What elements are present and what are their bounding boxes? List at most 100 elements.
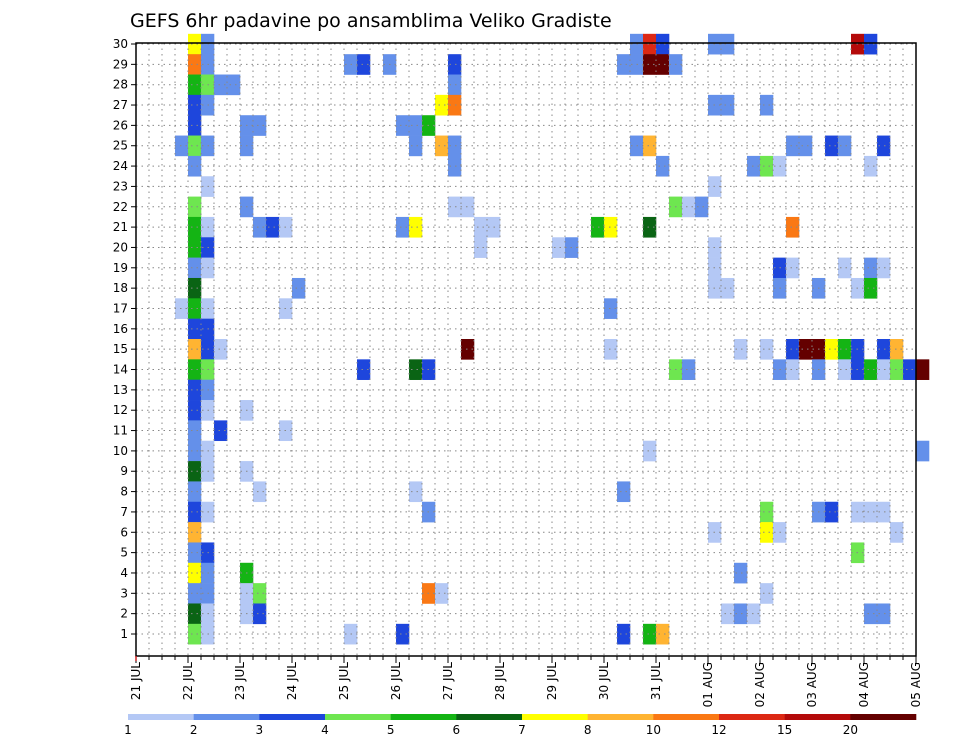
- heatmap-cell: [864, 603, 878, 625]
- x-tick-label: 25 JUL: [337, 662, 351, 700]
- heatmap-cell: [643, 216, 657, 238]
- heatmap-cell: [253, 216, 267, 238]
- y-tick-label: 6: [120, 525, 128, 539]
- colorbar-swatch: [390, 714, 457, 720]
- heatmap-cell: [396, 216, 410, 238]
- y-tick-label: 17: [113, 301, 128, 315]
- heatmap-cell: [435, 135, 449, 157]
- heatmap-cell: [188, 379, 202, 401]
- x-tick-label: 22 JUL: [181, 662, 195, 700]
- heatmap-cell: [877, 359, 891, 380]
- heatmap-cell: [734, 603, 748, 625]
- x-tick-label: 21 JUL: [129, 662, 143, 700]
- y-tick-label: 8: [120, 485, 128, 499]
- heatmap-cell: [461, 196, 475, 218]
- heatmap-cell: [188, 461, 202, 482]
- heatmap-cell: [656, 623, 670, 645]
- heatmap-cell: [227, 74, 241, 96]
- heatmap-cell: [864, 277, 878, 299]
- heatmap-cell: [760, 501, 774, 523]
- heatmap-cell: [825, 501, 839, 523]
- heatmap-cell: [435, 583, 449, 604]
- heatmap-cell: [357, 359, 371, 380]
- heatmap-cell: [357, 54, 371, 75]
- heatmap-cell: [721, 94, 735, 116]
- colorbar-swatch: [522, 714, 588, 720]
- y-axis: 1234567891011121314151617181920212223242…: [113, 37, 136, 641]
- heatmap-cell: [188, 33, 202, 55]
- y-tick-label: 25: [113, 139, 128, 153]
- heatmap-cell: [214, 339, 228, 360]
- heatmap-cell: [409, 481, 423, 503]
- y-tick-label: 3: [120, 586, 128, 600]
- heatmap-cell: [188, 420, 202, 442]
- heatmap-cell: [760, 583, 774, 604]
- heatmap-cell: [838, 339, 852, 360]
- heatmap-cell: [760, 522, 774, 543]
- heatmap-cell: [864, 257, 878, 279]
- heatmap-cell: [396, 623, 410, 645]
- heatmap-cell: [864, 155, 878, 177]
- heatmap-cell: [786, 257, 800, 279]
- y-tick-label: 9: [120, 464, 128, 478]
- heatmap-cell: [188, 277, 202, 299]
- heatmap-cell: [188, 115, 202, 136]
- heatmap-cell: [877, 501, 891, 523]
- heatmap-cell: [188, 74, 202, 96]
- colorbar: 1 2 3 4 5 6 7 8 10 12 15 20: [124, 714, 917, 737]
- heatmap-cell: [838, 135, 852, 157]
- y-tick-label: 12: [113, 403, 128, 417]
- y-tick-label: 21: [113, 220, 128, 234]
- heatmap-cell: [877, 135, 891, 157]
- heatmap-cell: [188, 237, 202, 258]
- x-tick-label: 29 JUL: [545, 662, 559, 700]
- heatmap-cell: [656, 33, 670, 55]
- colorbar-label: 15: [777, 723, 792, 737]
- heatmap-cell: [617, 481, 631, 503]
- heatmap-cell: [396, 115, 410, 136]
- y-tick-label: 4: [120, 566, 128, 580]
- heatmap-cell: [864, 359, 878, 380]
- heatmap-cell: [188, 339, 202, 360]
- grid-layer: [135, 43, 917, 656]
- y-tick-label: 16: [113, 322, 128, 336]
- chart-title: GEFS 6hr padavine po ansamblima Veliko G…: [130, 10, 612, 32]
- heatmap-cell: [448, 74, 462, 96]
- colorbar-swatch: [325, 714, 391, 720]
- heatmap-cell: [175, 135, 189, 157]
- x-tick-label: 28 JUL: [493, 662, 507, 700]
- heatmap-cell: [682, 359, 696, 380]
- heatmap-cell: [448, 54, 462, 75]
- heatmap-cell: [786, 339, 800, 360]
- heatmap-cell: [825, 339, 839, 360]
- heatmap-cell: [448, 135, 462, 157]
- x-axis: 21 JUL 22 JUL 23 JUL 24 JUL 25 JUL 26 JUL 27 J…: [129, 656, 923, 707]
- heatmap-cell: [188, 501, 202, 523]
- heatmap-cell: [760, 339, 774, 360]
- heatmap-cell: [188, 298, 202, 319]
- heatmap-cell: [734, 562, 748, 584]
- colorbar-label: 8: [584, 723, 592, 737]
- heatmap-cell: [760, 155, 774, 177]
- colorbar-swatch: [259, 714, 326, 720]
- y-tick-label: 13: [113, 383, 128, 397]
- colorbar-swatch: [784, 714, 851, 720]
- y-tick-label: 19: [113, 261, 128, 275]
- heatmap-cell: [188, 400, 202, 421]
- heatmap-cell: [786, 359, 800, 380]
- colorbar-label: 3: [256, 723, 264, 737]
- heatmap-cell: [747, 603, 761, 625]
- heatmap-cell: [656, 155, 670, 177]
- x-tick-label: 24 JUL: [285, 662, 299, 700]
- heatmap-cell: [916, 359, 930, 380]
- colorbar-swatch: [193, 714, 260, 720]
- x-tick-label: 01 AUG: [701, 662, 715, 707]
- x-tick-label: 30 JUL: [597, 662, 611, 700]
- cells-layer: [175, 33, 930, 645]
- heatmap-cell: [188, 603, 202, 625]
- y-tick-label: 1: [120, 627, 128, 641]
- heatmap-cell: [188, 562, 202, 584]
- heatmap-cell: [890, 339, 904, 360]
- y-tick-label: 23: [113, 179, 128, 193]
- heatmap-cell: [786, 135, 800, 157]
